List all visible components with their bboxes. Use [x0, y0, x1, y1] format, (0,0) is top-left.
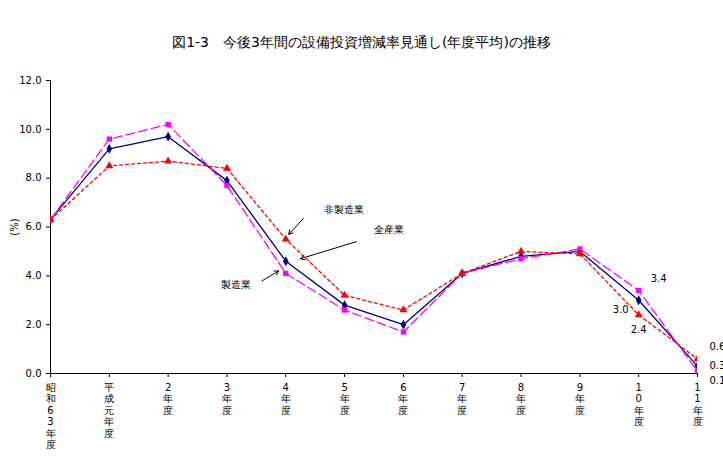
svg-text:8.0: 8.0: [26, 172, 42, 183]
svg-text:0.6: 0.6: [710, 341, 723, 352]
svg-text:3.4: 3.4: [651, 273, 667, 284]
svg-text:(%): (%): [9, 218, 20, 235]
svg-text:5年度: 5年度: [340, 382, 350, 416]
svg-text:非製造業: 非製造業: [324, 204, 364, 215]
svg-text:2.4: 2.4: [631, 324, 647, 335]
svg-text:7年度: 7年度: [457, 382, 467, 416]
svg-text:4年度: 4年度: [281, 382, 291, 416]
svg-text:9年度: 9年度: [575, 382, 585, 416]
svg-text:0.0: 0.0: [26, 368, 42, 379]
html-text:図1-3 今後3年間の設備投資増減率見通し(年度平均)の推移: 図1-3 今後3年間の設備投資増減率見通し(年度平均)の推移: [172, 34, 551, 50]
svg-text:10.0: 10.0: [19, 124, 41, 135]
svg-text:10年度: 10年度: [634, 382, 644, 428]
svg-text:昭和63年度: 昭和63年度: [46, 382, 56, 451]
svg-text:0.3: 0.3: [710, 360, 723, 371]
svg-text:平成元年度: 平成元年度: [104, 382, 114, 439]
svg-text:2.0: 2.0: [26, 319, 42, 330]
svg-text:0.1: 0.1: [710, 375, 723, 386]
svg-text:2年度: 2年度: [163, 382, 173, 416]
svg-text:6.0: 6.0: [26, 221, 42, 232]
svg-text:3年度: 3年度: [222, 382, 232, 416]
svg-text:6年度: 6年度: [398, 382, 408, 416]
svg-text:11年度: 11年度: [693, 382, 703, 428]
svg-text:3.0: 3.0: [613, 304, 629, 315]
svg-text:製造業: 製造業: [221, 279, 251, 290]
svg-text:8年度: 8年度: [516, 382, 526, 416]
svg-text:4.0: 4.0: [26, 270, 42, 281]
svg-text:全産業: 全産業: [374, 224, 404, 235]
svg-text:12.0: 12.0: [19, 75, 41, 86]
